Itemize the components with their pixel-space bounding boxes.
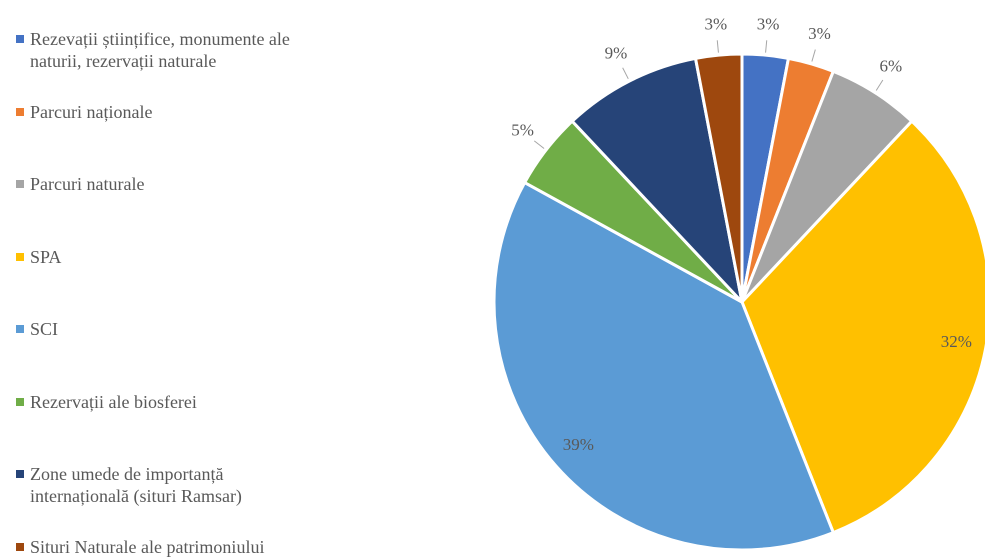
pie-slice	[740, 119, 985, 535]
data-label: 39%	[563, 435, 594, 454]
legend-label: Rezervații ale biosferei	[30, 391, 197, 412]
legend-swatch	[16, 35, 24, 43]
legend-swatch	[16, 397, 24, 406]
pie-slice	[693, 52, 744, 303]
data-label: 9%	[605, 43, 628, 62]
legend-swatch	[16, 470, 24, 478]
legend-entry: Zone umede de importanță internațională …	[16, 463, 316, 507]
leader-line	[622, 67, 629, 80]
data-label: 3%	[808, 24, 831, 43]
legend-entry: Rezervații ale biosferei	[16, 391, 316, 413]
data-label: 3%	[705, 14, 728, 33]
leader-line	[765, 40, 768, 53]
legend-swatch	[16, 542, 24, 551]
data-label: 6%	[879, 56, 902, 75]
legend-label: Situri Naturale ale patrimoniului natura…	[30, 536, 265, 559]
legend-swatch	[16, 107, 24, 116]
legend-label: Parcuri naționale	[30, 101, 153, 122]
legend-swatch	[16, 252, 24, 261]
legend-label: SCI	[30, 319, 59, 339]
legend-label: Zone umede de importanță internațională …	[30, 464, 242, 506]
legend-entry: Rezevații științifice, monumente ale nat…	[16, 28, 316, 72]
pie-slice	[492, 180, 836, 552]
legend-label: Rezevații științifice, monumente ale nat…	[30, 29, 290, 71]
legend-entry: SCI	[16, 318, 316, 340]
data-label: 5%	[511, 121, 534, 140]
legend-entry: Parcuri naționale	[16, 101, 316, 123]
legend-swatch	[16, 325, 24, 333]
legend-swatch	[16, 180, 24, 188]
legend-entry: SPA	[16, 246, 316, 268]
legend-entry: Parcuri naturale	[16, 173, 316, 195]
leader-line	[811, 49, 816, 62]
legend-entry: Situri Naturale ale patrimoniului natura…	[16, 536, 316, 559]
leader-line	[533, 140, 545, 149]
leader-line	[716, 40, 719, 53]
legend-label: SPA	[30, 246, 62, 267]
pie-slice	[570, 56, 745, 307]
data-label: 3%	[757, 14, 780, 33]
legend-label: Parcuri naturale	[30, 174, 145, 194]
data-label: 32%	[941, 332, 972, 351]
leader-line	[875, 79, 884, 91]
